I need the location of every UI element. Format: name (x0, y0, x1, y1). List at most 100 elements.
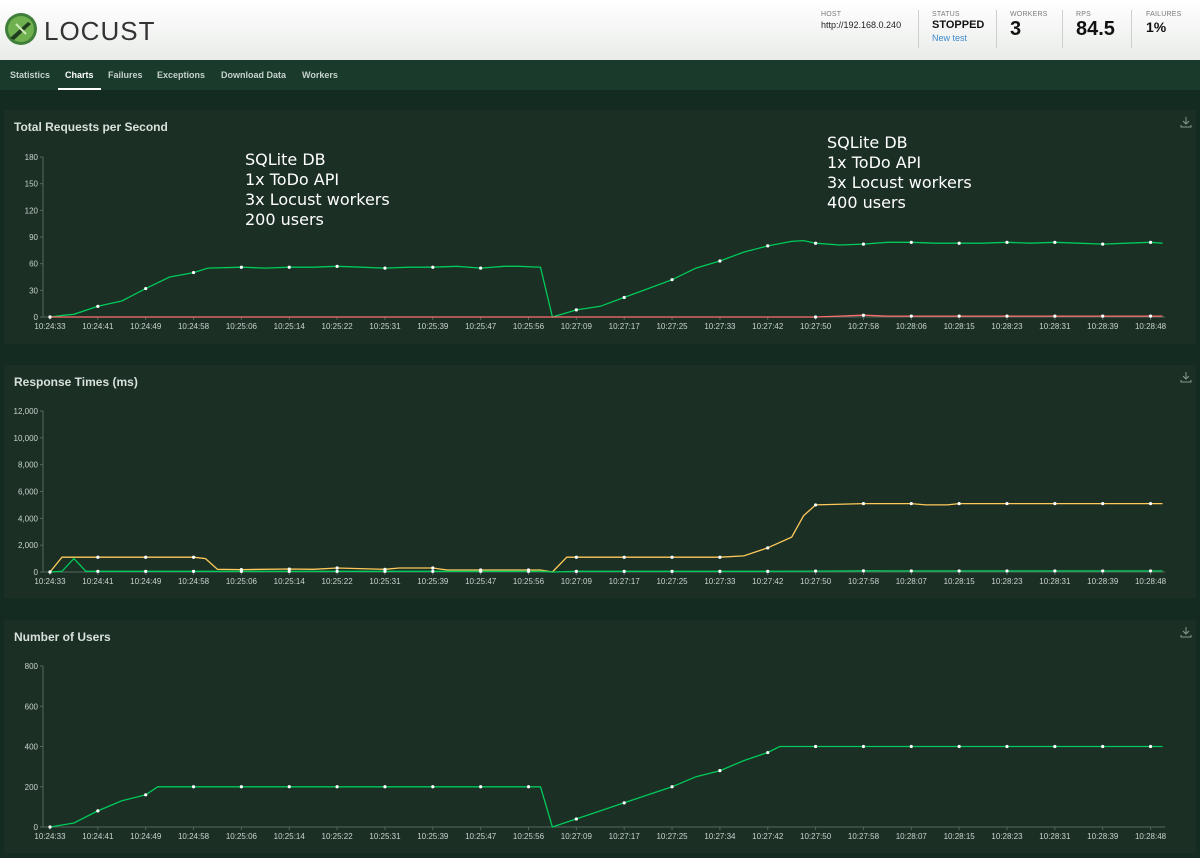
host-label: HOST (821, 11, 842, 18)
x-tick-label: 10:25:14 (274, 322, 306, 331)
data-point (957, 744, 961, 749)
data-point (1148, 744, 1153, 749)
workers-value: 3 (1010, 18, 1022, 40)
annotation-line: SQLite DB (827, 133, 908, 152)
data-point (1005, 744, 1009, 749)
tab-statistics[interactable]: Statistics (10, 70, 51, 80)
data-point (957, 501, 961, 506)
x-tick-label: 10:25:14 (274, 577, 306, 586)
data-point (718, 259, 722, 263)
data-point (526, 569, 531, 573)
data-point (1101, 242, 1105, 246)
data-point (1053, 744, 1057, 749)
data-point (335, 785, 339, 789)
x-tick-label: 10:27:42 (752, 832, 784, 841)
data-point (1053, 240, 1057, 244)
tab-exceptions[interactable]: Exceptions (157, 70, 206, 80)
x-tick-label: 10:28:48 (1135, 577, 1167, 586)
y-tick-label: 400 (25, 743, 39, 752)
data-point (574, 817, 578, 821)
response-times-chart-panel: Response Times (ms) (4, 365, 1196, 598)
x-tick-label: 10:27:58 (848, 832, 880, 841)
data-point (766, 546, 770, 550)
workers-label: WORKERS (1010, 11, 1048, 18)
x-tick-label: 10:25:31 (369, 577, 401, 586)
annotation-line: 3x Locust workers (245, 190, 390, 209)
x-tick-label: 10:28:31 (1039, 832, 1071, 841)
y-tick-label: 60 (29, 260, 38, 269)
data-point (144, 569, 148, 573)
y-tick-label: 0 (34, 823, 39, 832)
annotation-line: 1x ToDo API (827, 153, 922, 172)
x-tick-label: 10:28:15 (944, 832, 976, 841)
y-tick-label: 120 (25, 206, 39, 215)
x-tick-label: 10:25:56 (513, 832, 545, 841)
data-point (1005, 569, 1009, 573)
x-tick-label: 10:24:58 (178, 832, 210, 841)
x-tick-label: 10:28:23 (991, 322, 1023, 331)
x-tick-label: 10:25:06 (226, 577, 258, 586)
x-tick-label: 10:27:17 (609, 577, 641, 586)
data-point (1148, 569, 1153, 573)
rps-value: 84.5 (1076, 18, 1115, 40)
x-tick-label: 10:25:22 (322, 577, 354, 586)
data-point (957, 241, 961, 245)
divider (918, 10, 919, 48)
x-tick-label: 10:25:31 (369, 322, 401, 331)
annotation-line: 400 users (827, 193, 906, 212)
data-point (574, 555, 578, 559)
tab-failures[interactable]: Failures (108, 70, 143, 80)
locust-logo[interactable]: LOCUST (4, 12, 154, 46)
x-tick-label: 10:24:41 (82, 322, 114, 331)
data-point (574, 569, 578, 573)
y-tick-label: 180 (25, 153, 39, 162)
x-tick-label: 10:27:33 (704, 577, 736, 586)
tab-charts[interactable]: Charts (65, 70, 94, 80)
data-point (861, 242, 866, 246)
download-icon[interactable] (1180, 116, 1192, 128)
y-tick-label: 150 (25, 180, 39, 189)
data-point (191, 569, 196, 573)
download-icon[interactable] (1180, 371, 1192, 383)
series-line-p50 (49, 557, 1163, 573)
x-tick-label: 10:27:25 (656, 832, 688, 841)
x-tick-label: 10:25:31 (369, 832, 401, 841)
y-tick-label: 10,000 (14, 434, 39, 443)
data-point (1101, 744, 1105, 749)
x-tick-label: 10:27:25 (656, 577, 688, 586)
locust-logo-icon (5, 13, 37, 45)
x-tick-label: 10:27:58 (848, 322, 880, 331)
x-tick-label: 10:28:48 (1135, 832, 1167, 841)
nav-tabs: Statistics Charts Failures Exceptions Do… (0, 60, 1200, 90)
data-point (766, 750, 770, 755)
x-tick-label: 10:25:47 (465, 577, 497, 586)
data-point (48, 570, 52, 574)
x-tick-label: 10:24:49 (130, 322, 162, 331)
new-test-link[interactable]: New test (932, 33, 968, 43)
tab-download-data[interactable]: Download Data (221, 70, 287, 80)
data-point (766, 569, 770, 573)
x-tick-label: 10:27:33 (704, 322, 736, 331)
data-point (814, 503, 818, 507)
data-point (239, 265, 243, 269)
data-point (718, 555, 722, 559)
y-tick-label: 12,000 (14, 407, 39, 416)
divider (996, 10, 997, 48)
x-tick-label: 10:24:58 (178, 577, 210, 586)
annotation-line: 200 users (245, 210, 324, 229)
x-tick-label: 10:28:07 (896, 832, 928, 841)
data-point (96, 809, 100, 813)
x-tick-label: 10:25:39 (417, 322, 449, 331)
x-tick-label: 10:28:23 (991, 832, 1023, 841)
download-icon[interactable] (1180, 626, 1192, 638)
data-point (239, 569, 243, 573)
rps-chart-panel: Total Requests per Second (4, 110, 1196, 344)
data-point (191, 555, 196, 559)
divider (1131, 10, 1132, 48)
data-point (861, 569, 866, 573)
x-tick-label: 10:28:48 (1135, 322, 1167, 331)
x-tick-label: 10:27:17 (609, 322, 641, 331)
x-tick-label: 10:28:39 (1087, 577, 1119, 586)
tab-workers[interactable]: Workers (302, 70, 338, 80)
y-tick-label: 2,000 (18, 541, 39, 550)
